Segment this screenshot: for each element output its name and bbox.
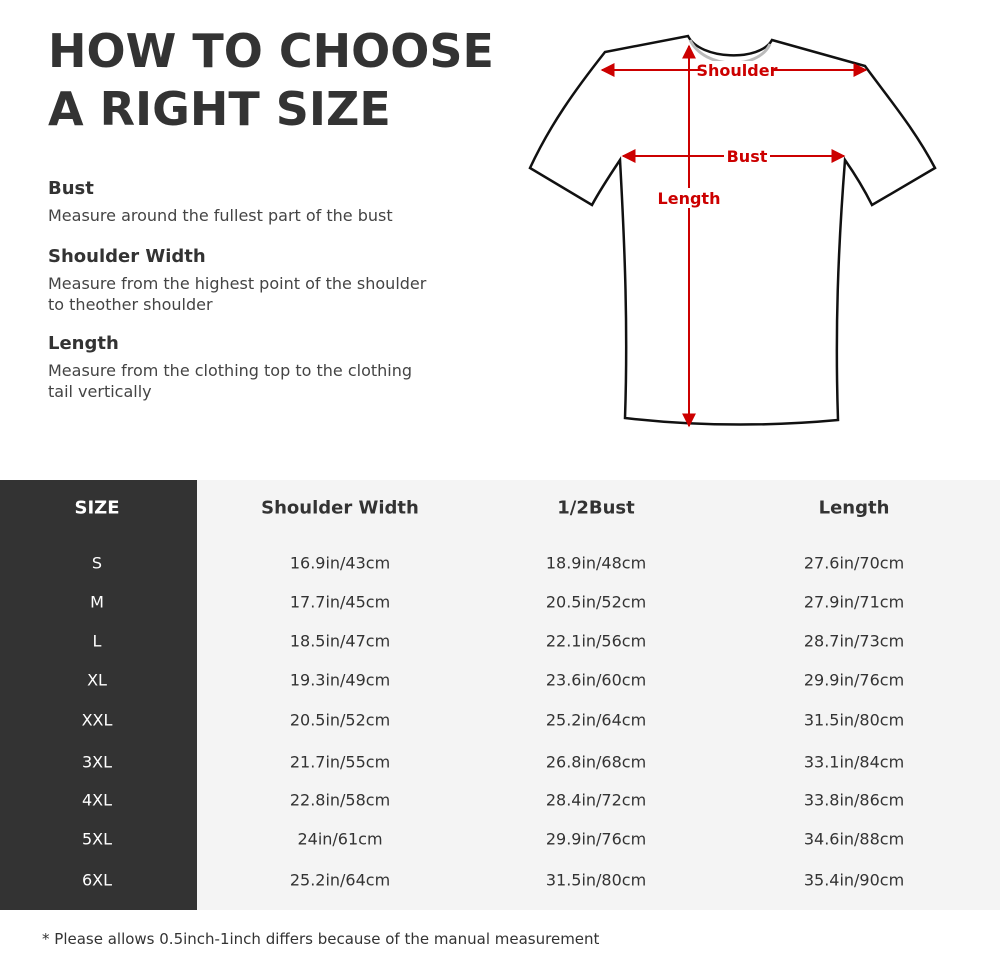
table-cell: 26.8in/68cm xyxy=(545,752,647,772)
definition-length: Length Measure from the clothing top to … xyxy=(48,333,428,402)
table-cell: 31.5in/80cm xyxy=(803,710,905,730)
definition-term: Bust xyxy=(48,178,94,199)
table-cell: 19.3in/49cm xyxy=(289,670,391,690)
size-label: M xyxy=(90,592,104,612)
size-table: SIZE Shoulder Width 1/2Bust Length S 16.9in/4… xyxy=(0,480,1000,910)
header-length: Length xyxy=(818,497,890,519)
table-cell: 31.5in/80cm xyxy=(545,870,647,890)
definition-text: Measure from the highest point of the sh… xyxy=(48,274,427,314)
size-label: XL xyxy=(87,670,107,690)
table-cell: 22.8in/58cm xyxy=(289,790,391,810)
table-cell: 35.4in/90cm xyxy=(803,870,905,890)
length-label: Length xyxy=(658,189,721,208)
definition-text: Measure from the clothing top to the clo… xyxy=(48,361,413,401)
table-cell: 29.9in/76cm xyxy=(803,670,905,690)
definition-bust: Bust Measure around the fullest part of … xyxy=(48,178,428,226)
size-label: 5XL xyxy=(81,829,113,849)
tshirt-diagram: Shoulder Bust Length xyxy=(528,34,937,428)
page-title: HOW TO CHOOSE A RIGHT SIZE xyxy=(48,22,494,138)
header-shoulder-width: Shoulder Width xyxy=(261,497,419,519)
table-cell: 22.1in/56cm xyxy=(545,631,647,651)
table-cell: 17.7in/45cm xyxy=(289,592,391,612)
table-cell: 28.7in/73cm xyxy=(803,631,905,651)
table-cell: 27.9in/71cm xyxy=(803,592,905,612)
table-cell: 25.2in/64cm xyxy=(289,870,391,890)
size-label: XXL xyxy=(81,710,113,730)
definition-term: Length xyxy=(48,333,119,354)
table-cell: 29.9in/76cm xyxy=(545,829,647,849)
table-cell: 27.6in/70cm xyxy=(803,553,905,573)
definition-term: Shoulder Width xyxy=(48,246,206,267)
title-line-2: A RIGHT SIZE xyxy=(48,82,391,136)
size-label: S xyxy=(91,553,103,573)
measurement-note: * Please allows 0.5inch-1inch differs be… xyxy=(42,930,600,948)
size-label: 4XL xyxy=(81,790,113,810)
table-cell: 25.2in/64cm xyxy=(545,710,647,730)
table-cell: 20.5in/52cm xyxy=(289,710,391,730)
table-cell: 24in/61cm xyxy=(297,829,383,849)
definition-text: Measure around the fullest part of the b… xyxy=(48,206,393,225)
size-label: 6XL xyxy=(81,870,113,890)
table-cell: 18.9in/48cm xyxy=(545,553,647,573)
table-cell: 23.6in/60cm xyxy=(545,670,647,690)
size-label: L xyxy=(92,631,102,651)
title-line-1: HOW TO CHOOSE xyxy=(48,24,494,78)
table-cell: 18.5in/47cm xyxy=(289,631,391,651)
header-size: SIZE xyxy=(74,497,120,519)
table-cell: 33.1in/84cm xyxy=(803,752,905,772)
size-label: 3XL xyxy=(81,752,113,772)
definition-shoulder-width: Shoulder Width Measure from the highest … xyxy=(48,246,428,315)
size-column-background xyxy=(0,480,197,910)
table-cell: 16.9in/43cm xyxy=(289,553,391,573)
table-cell: 28.4in/72cm xyxy=(545,790,647,810)
table-cell: 20.5in/52cm xyxy=(545,592,647,612)
table-cell: 33.8in/86cm xyxy=(803,790,905,810)
header-half-bust: 1/2Bust xyxy=(557,497,635,519)
table-cell: 34.6in/88cm xyxy=(803,829,905,849)
table-cell: 21.7in/55cm xyxy=(289,752,391,772)
shoulder-label: Shoulder xyxy=(697,61,778,80)
tshirt-outline xyxy=(528,34,937,426)
bust-label: Bust xyxy=(727,147,768,166)
